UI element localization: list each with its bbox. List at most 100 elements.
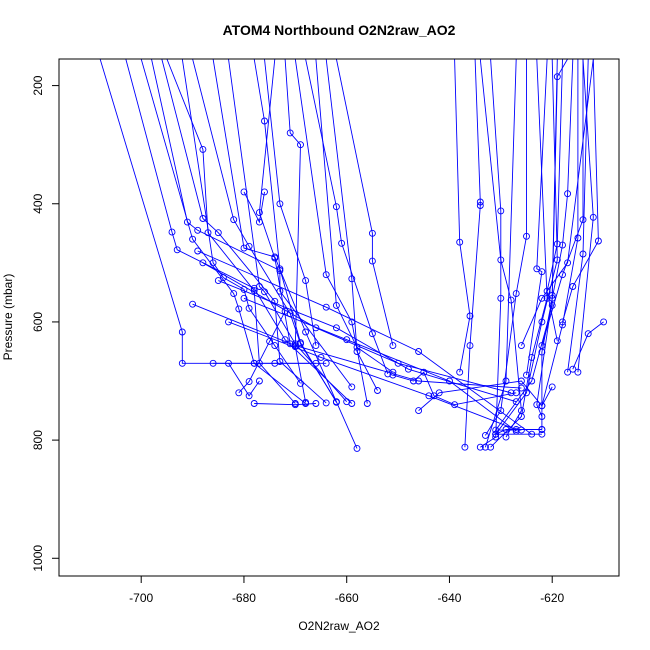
data-point: [266, 337, 274, 345]
data-point: [291, 401, 299, 409]
data-point: [466, 312, 474, 320]
data-point: [553, 240, 561, 248]
data-point: [353, 348, 361, 355]
data-point: [404, 365, 412, 373]
data-point: [343, 398, 351, 406]
data-point: [261, 188, 268, 196]
data-point: [538, 426, 546, 433]
series-27: [214, 277, 520, 406]
data-point: [230, 290, 238, 298]
data-point: [332, 203, 340, 211]
series-line: [228, 363, 260, 397]
series-layer: [99, 59, 608, 452]
data-point: [271, 342, 279, 350]
data-point: [574, 368, 582, 376]
data-point: [302, 328, 310, 336]
series-line: [228, 321, 517, 430]
data-point: [435, 389, 443, 397]
data-point: [548, 301, 556, 309]
series-31: [389, 368, 520, 409]
series-line: [325, 59, 378, 391]
data-point: [322, 399, 330, 407]
data-point: [502, 377, 510, 385]
x-tick-label: -660: [335, 591, 359, 605]
data-point: [579, 216, 587, 224]
data-point: [517, 413, 525, 420]
data-point: [343, 336, 351, 344]
data-point: [189, 300, 197, 308]
series-23: [325, 59, 381, 394]
series-48: [523, 59, 548, 379]
data-point: [497, 407, 505, 415]
series-52: [517, 59, 594, 350]
data-point: [312, 400, 320, 407]
data-point: [538, 430, 546, 438]
data-point: [240, 244, 248, 252]
series-36: [476, 59, 505, 451]
data-point: [481, 443, 489, 451]
chart-title: ATOM4 Northbound O2N2raw_AO2: [223, 22, 456, 38]
data-point: [476, 443, 484, 451]
data-point: [559, 318, 566, 326]
data-point: [553, 337, 561, 345]
series-35: [479, 59, 525, 441]
data-point: [178, 359, 186, 367]
data-point: [461, 443, 469, 451]
data-point: [255, 377, 263, 385]
data-point: [538, 294, 546, 302]
data-point: [497, 294, 505, 302]
data-point: [332, 324, 340, 332]
data-point: [199, 215, 207, 222]
data-point: [512, 398, 520, 406]
data-point: [322, 303, 330, 311]
data-point: [523, 371, 530, 379]
series-line: [335, 59, 394, 346]
data-point: [225, 359, 232, 367]
data-point: [250, 400, 258, 407]
data-point: [173, 246, 181, 254]
data-point: [538, 342, 546, 350]
x-tick-label: -700: [129, 591, 153, 605]
x-tick-label: -680: [232, 591, 256, 605]
data-point: [250, 359, 258, 367]
y-tick-label: 800: [31, 430, 45, 450]
series-line: [294, 59, 368, 404]
x-axis-label: O2N2raw_AO2: [298, 619, 380, 633]
x-tick-label: -620: [540, 591, 564, 605]
data-point: [245, 304, 253, 312]
series-line: [562, 59, 599, 323]
data-point: [353, 444, 361, 452]
data-point: [564, 368, 572, 376]
data-point: [528, 377, 536, 385]
data-point: [302, 277, 310, 285]
series-line: [479, 59, 522, 438]
data-point: [564, 190, 572, 198]
data-point: [574, 234, 582, 242]
series-12: [264, 59, 320, 350]
series-line: [243, 191, 265, 224]
data-point: [209, 359, 217, 367]
data-point: [291, 342, 299, 350]
series-29: [240, 294, 520, 435]
data-point: [584, 330, 592, 338]
series-line: [541, 59, 579, 406]
data-point: [374, 387, 381, 394]
series-line: [464, 59, 481, 448]
data-point: [168, 228, 176, 236]
data-point: [363, 400, 371, 407]
data-point: [512, 389, 520, 397]
data-point: [332, 301, 340, 309]
data-point: [543, 287, 551, 295]
data-point: [415, 407, 423, 415]
series-line: [181, 59, 301, 384]
data-point: [261, 117, 268, 125]
data-point: [240, 188, 248, 196]
data-point: [255, 218, 263, 226]
series-34: [461, 59, 484, 451]
y-tick-label: 400: [31, 193, 45, 213]
data-point: [533, 265, 541, 273]
data-point: [481, 431, 489, 439]
data-point: [517, 426, 525, 434]
data-point: [548, 383, 556, 391]
data-point: [271, 254, 279, 262]
